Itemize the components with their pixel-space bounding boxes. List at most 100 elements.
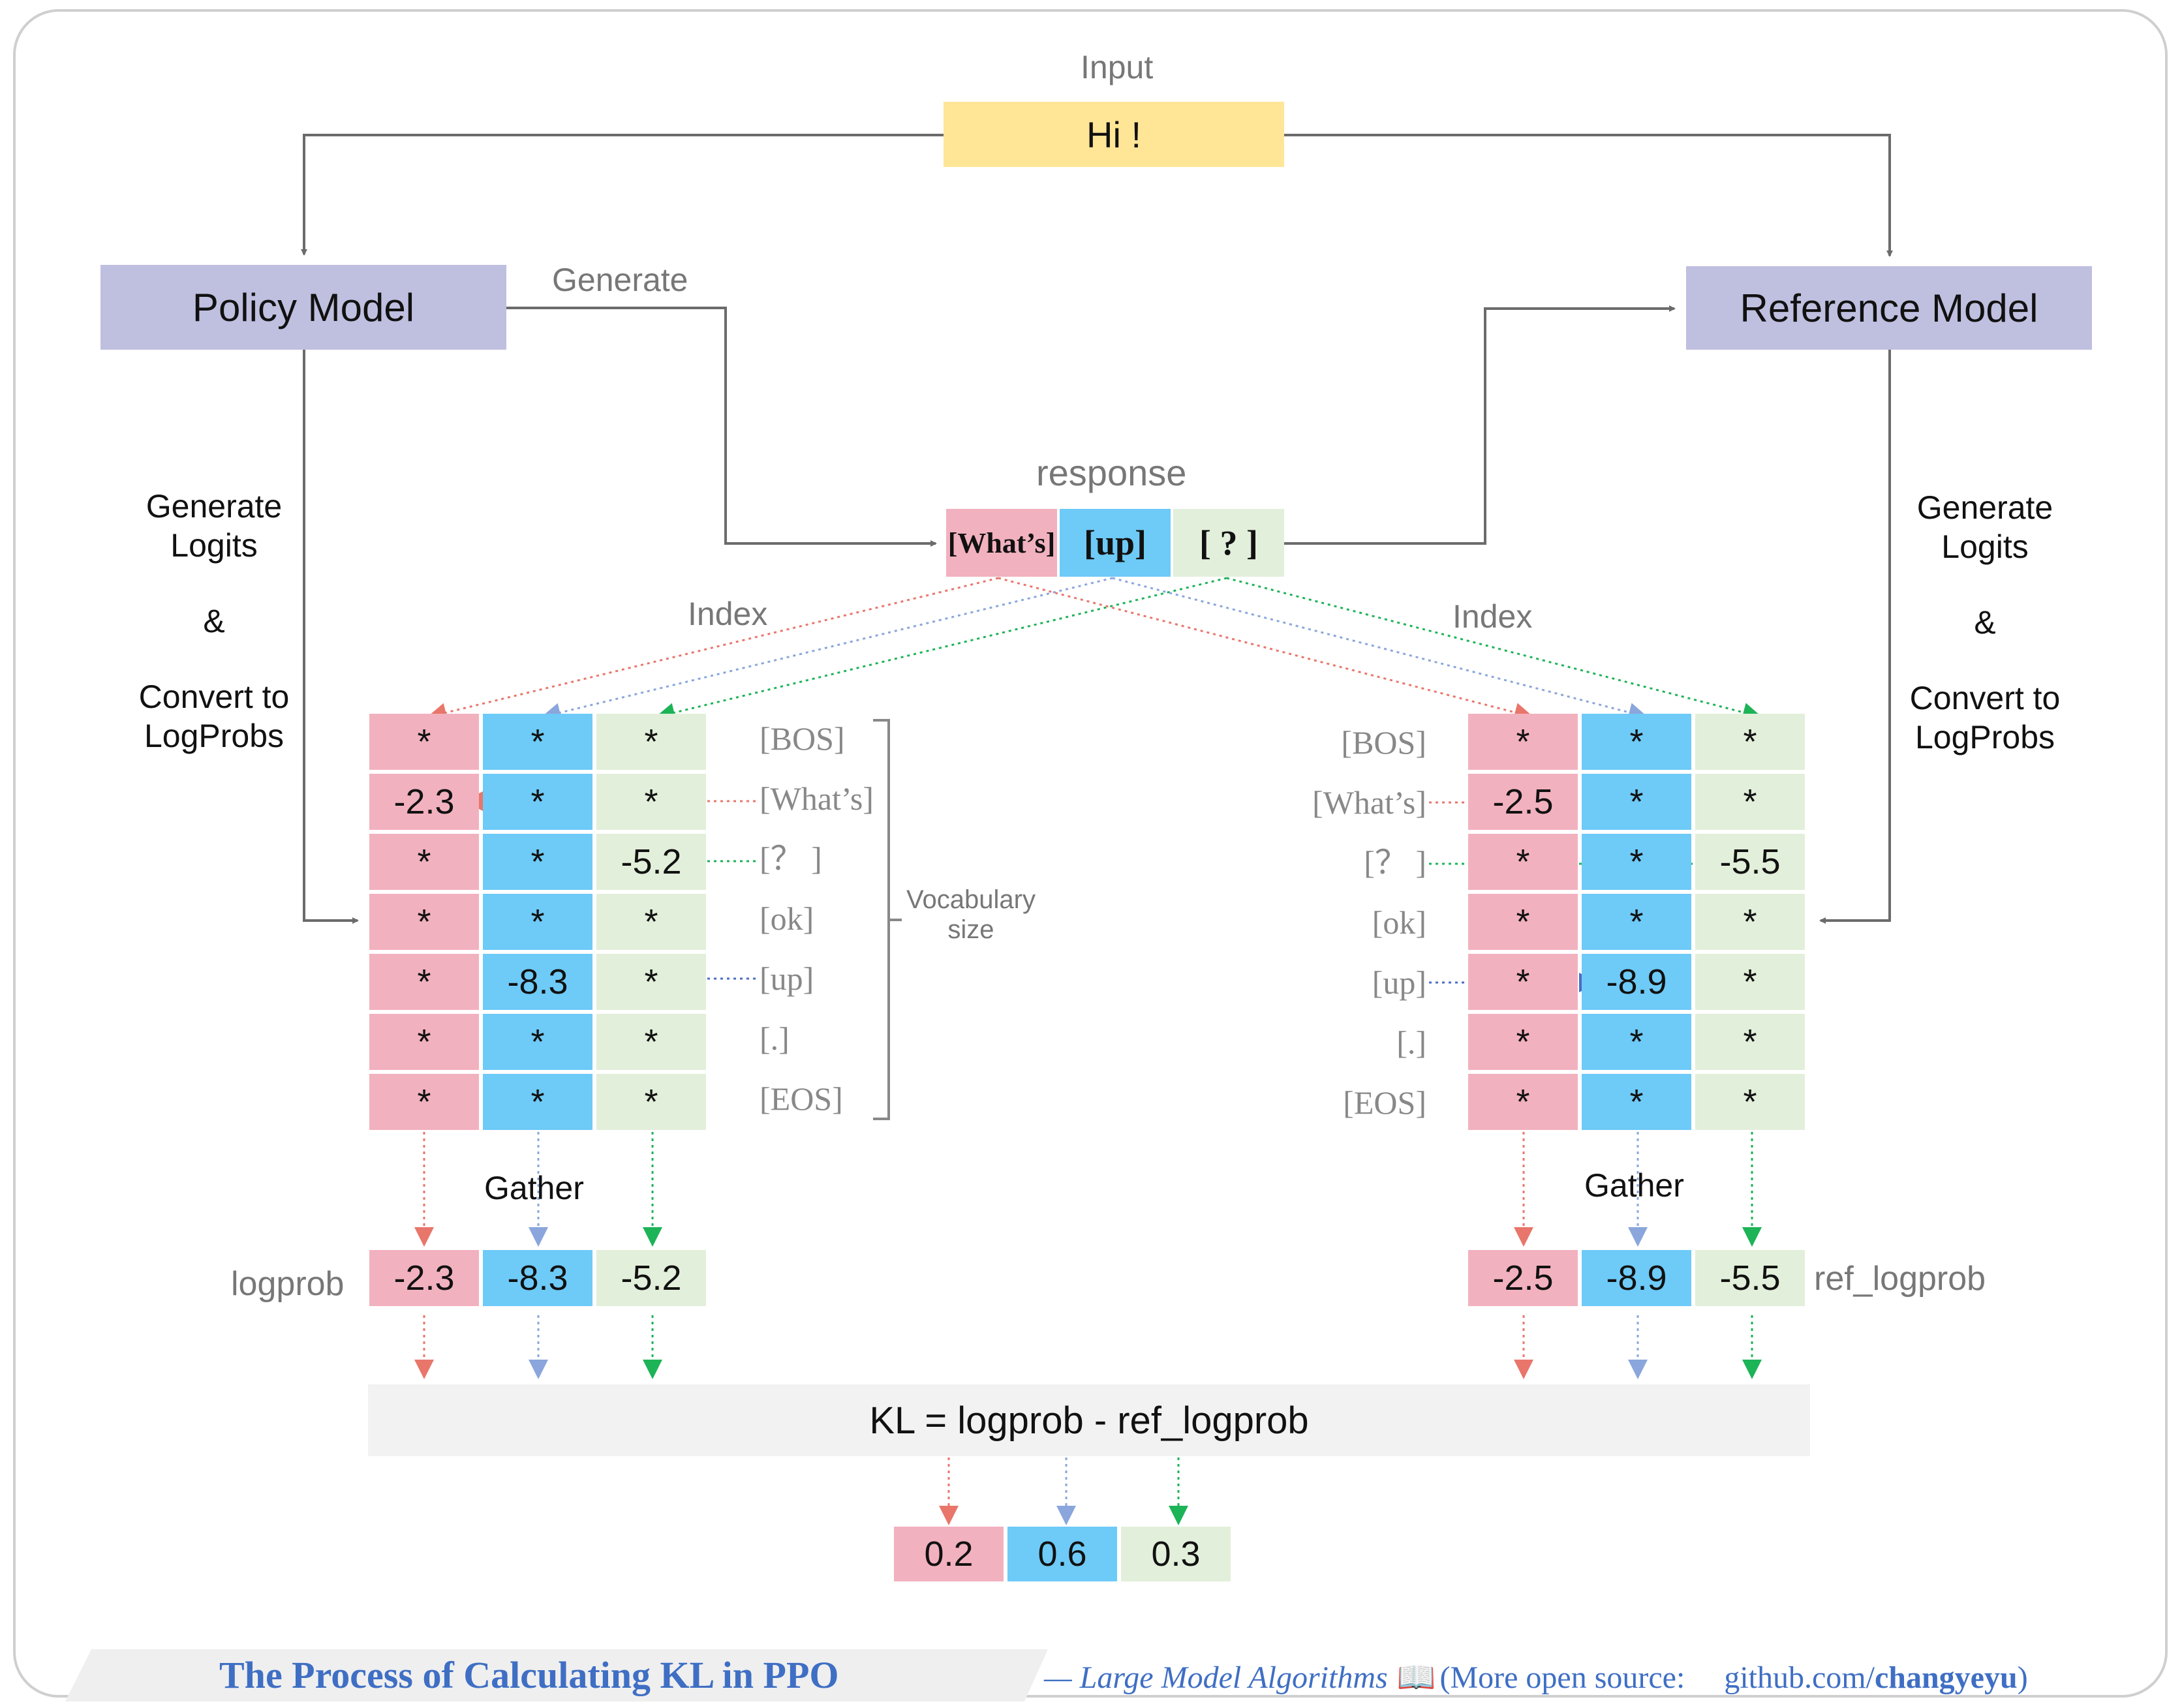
input-to-reference-line <box>1284 134 1893 257</box>
index-arrow-q-right <box>1226 577 1762 722</box>
kl-formula-bar: KL = logprob - ref_logprob <box>368 1384 1810 1456</box>
reference-matrix-row: * * -5.5 <box>1468 834 1805 890</box>
right-vocab-token: [BOS] <box>1341 724 1426 761</box>
left-vocab-token: [？ ] <box>760 840 822 877</box>
footer-close: ) <box>2017 1660 2028 1695</box>
right-vocab-token: [up] <box>1372 964 1426 1001</box>
right-process-line4: LogProbs <box>1914 719 2055 755</box>
index-label-right: Index <box>1452 598 1533 635</box>
kl-value-3: 0.3 <box>1121 1527 1231 1581</box>
footer-url-prefix[interactable]: github.com/ <box>1724 1660 1875 1695</box>
vocabulary-bracket <box>873 719 902 1120</box>
footer-credit-text: — Large Model Algorithms <box>1044 1660 1388 1695</box>
reference-matrix-cell: * <box>1582 834 1691 890</box>
policy-matrix-cell: * <box>369 954 479 1010</box>
policy-matrix-cell: * <box>596 954 706 1010</box>
policy-matrix-row: * -8.3 * <box>369 954 706 1010</box>
left-vocab-list: [BOS] [What’s] [？ ] [ok] [up] [.] [EOS] <box>760 709 874 1129</box>
ref-logprob-value-3: -5.5 <box>1695 1250 1805 1306</box>
policy-matrix-cell: * <box>596 714 706 770</box>
reference-matrix-grid: * * * -2.5 * * * * -5.5 * * * * -8.9 * * * * * * * <box>1468 714 1805 1130</box>
right-vocab-token: [ok] <box>1372 904 1426 941</box>
ref-logprob-value-1: -2.5 <box>1468 1250 1578 1306</box>
policy-to-response-line <box>505 307 937 547</box>
logprob-value-1: -2.3 <box>369 1250 479 1306</box>
reference-matrix-cell: * <box>1468 834 1578 890</box>
kl-value-1: 0.2 <box>894 1527 1004 1581</box>
policy-matrix-cell: * <box>596 1014 706 1070</box>
left-process-line4: LogProbs <box>144 718 284 754</box>
reference-matrix-cell: * <box>1468 714 1578 770</box>
reference-matrix-cell: * <box>1695 1014 1805 1070</box>
right-vocab-list: [BOS] [What’s] [？ ] [ok] [up] [.] [EOS] <box>1279 712 1426 1133</box>
policy-matrix-row: * * * <box>369 894 706 950</box>
policy-matrix-cell: * <box>369 1014 479 1070</box>
right-vocab-token: [.] <box>1396 1024 1426 1061</box>
policy-matrix-cell: * <box>369 834 479 890</box>
input-box: Hi ! <box>944 102 1284 167</box>
left-process-line2: Logits <box>170 527 258 564</box>
reference-matrix-cell: -5.5 <box>1695 834 1805 890</box>
response-label: response <box>1036 452 1187 493</box>
response-token-question: [ ? ] <box>1173 509 1284 577</box>
reference-matrix-cell: * <box>1468 1074 1578 1130</box>
policy-matrix-cell: * <box>483 714 592 770</box>
kl-value-2: 0.6 <box>1007 1527 1117 1581</box>
policy-matrix-cell: * <box>596 774 706 830</box>
kl-result-row: 0.2 0.6 0.3 <box>894 1527 1231 1581</box>
vocabulary-size-label: Vocabulary size <box>899 885 1043 945</box>
reference-matrix-cell: -2.5 <box>1468 774 1578 830</box>
logprob-row: -2.3 -8.3 -5.2 <box>369 1250 706 1306</box>
vocabulary-size-line2: size <box>947 915 994 944</box>
gather-label-left: Gather <box>484 1170 584 1206</box>
reference-to-matrix-line <box>1819 350 1891 924</box>
policy-matrix-cell: * <box>596 1074 706 1130</box>
reference-matrix-cell: * <box>1582 894 1691 950</box>
left-vocab-token: [up] <box>760 960 814 997</box>
input-to-policy-line <box>301 134 944 256</box>
model-flow-lines <box>301 134 1893 924</box>
reference-matrix-row: * * * <box>1468 894 1805 950</box>
reference-matrix-cell: * <box>1582 1014 1691 1070</box>
reference-matrix-row: * -8.9 * <box>1468 954 1805 1010</box>
reference-matrix-row: * * * <box>1468 1074 1805 1130</box>
right-process-text: Generate Logits & Convert to LogProbs <box>1841 488 2128 757</box>
reference-matrix-cell: * <box>1695 954 1805 1010</box>
reference-model-box: Reference Model <box>1686 266 2092 350</box>
footer-more-text: (More open source: <box>1439 1660 1685 1695</box>
left-process-line1: Generate <box>146 488 283 525</box>
gather-arrows <box>414 1132 1762 1525</box>
left-process-text: Generate Logits & Convert to LogProbs <box>72 487 356 755</box>
reference-matrix-row: -2.5 * * <box>1468 774 1805 830</box>
policy-matrix-cell: * <box>369 894 479 950</box>
input-label: Input <box>1081 49 1154 85</box>
reference-matrix-cell: * <box>1695 1074 1805 1130</box>
index-arrow-up-right <box>1112 577 1648 722</box>
reference-matrix-cell: * <box>1468 1014 1578 1070</box>
policy-matrix-cell: * <box>483 1014 592 1070</box>
right-process-line3: Convert to <box>1909 680 2061 716</box>
logprob-value-2: -8.3 <box>483 1250 592 1306</box>
policy-matrix-cell: * <box>369 1074 479 1130</box>
policy-matrix-cell: -8.3 <box>483 954 592 1010</box>
footer-url-user[interactable]: changyeyu <box>1874 1660 2018 1695</box>
left-vocab-token: [ok] <box>760 900 814 937</box>
ref-logprob-value-2: -8.9 <box>1582 1250 1691 1306</box>
reference-matrix-cell: * <box>1582 1074 1691 1130</box>
right-vocab-token: [？ ] <box>1364 844 1426 881</box>
footer-credit: — Large Model Algorithms 📖 (More open so… <box>1044 1658 2028 1696</box>
outer-frame <box>13 9 2168 1698</box>
logprob-value-3: -5.2 <box>596 1250 706 1306</box>
gather-label-right: Gather <box>1584 1167 1684 1204</box>
reference-matrix-cell: * <box>1582 774 1691 830</box>
ref-logprob-row: -2.5 -8.9 -5.5 <box>1468 1250 1805 1306</box>
footer-title: The Process of Calculating KL in PPO <box>219 1654 839 1696</box>
right-vocab-token: [EOS] <box>1343 1084 1426 1121</box>
right-vocab-grid: [BOS] [What’s] [？ ] [ok] [up] [.] [EOS] <box>1279 712 1426 1133</box>
policy-matrix-cell: * <box>369 714 479 770</box>
index-label-left: Index <box>688 596 768 632</box>
book-icon: 📖 <box>1396 1660 1436 1695</box>
left-vocab-token: [What’s] <box>760 780 874 817</box>
reference-matrix-cell: * <box>1582 714 1691 770</box>
policy-matrix-cell: * <box>483 834 592 890</box>
